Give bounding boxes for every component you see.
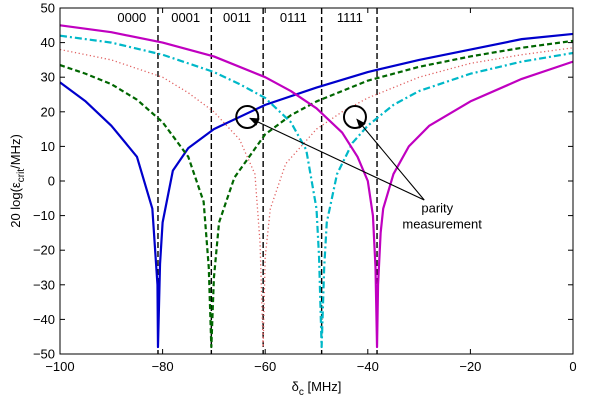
region-label-layer: 0000 0001 0011 0111 1111 [117,10,363,25]
y-tick-label: 0 [48,174,55,189]
annotation-arrow-1 [356,118,425,201]
x-axis: −100 −80 −60 −40 −20 0 [45,8,577,374]
y-tick-label: −40 [33,312,55,327]
y-axis-title-post: /MHz) [8,134,23,169]
x-tick-label: −80 [152,359,174,374]
x-axis-title-main: δ [292,379,299,394]
series-green-dashed [59,39,574,349]
y-axis-title-pre: 20 log(ε [8,182,23,228]
x-tick-label: −20 [459,359,481,374]
region-label: 0111 [280,10,307,25]
y-tick-label: 10 [41,139,55,154]
x-tick-label: −40 [357,359,379,374]
series-blue-solid [59,32,574,349]
x-axis-title: δc [MHz] [292,379,342,398]
x-tick-label: −60 [254,359,276,374]
series-layer [59,24,574,349]
y-tick-label: 40 [41,35,55,50]
x-tick-label: 0 [569,359,576,374]
region-label: 0000 [117,10,146,25]
parity-circle-1 [342,104,367,129]
series-red-dotted [59,47,574,348]
annotation-layer: parity measurement [235,104,482,232]
annotation-text-line1: parity [421,201,453,216]
y-tick-label: −30 [33,277,55,292]
y-tick-label: 20 [41,104,55,119]
x-tick-label: −100 [45,359,74,374]
y-axis: −50 −40 −30 −20 −10 0 10 20 30 40 50 [33,1,573,362]
region-label: 0011 [223,10,251,25]
y-tick-label: −50 [33,347,55,362]
series-cyan-dashdot [59,34,574,349]
y-axis-title-sub: crit [16,169,27,183]
vline-layer [157,8,378,354]
series-magenta-solid [59,24,574,349]
parity-circle-0 [235,104,260,129]
y-tick-label: 30 [41,70,55,85]
y-tick-label: 50 [41,1,55,16]
annotation-text-line2: measurement [402,217,482,232]
region-label: 1111 [337,10,363,25]
y-tick-label: −20 [33,243,55,258]
plot-frame [59,7,574,355]
x-axis-title-rest: [MHz] [304,379,342,394]
region-label: 0001 [171,10,200,25]
y-axis-title: 20 log(εcrit/MHz) [8,134,27,228]
x-axis-title-sub: c [299,387,304,398]
y-tick-label: −10 [33,208,55,223]
annotation-arrow-0 [249,117,425,201]
